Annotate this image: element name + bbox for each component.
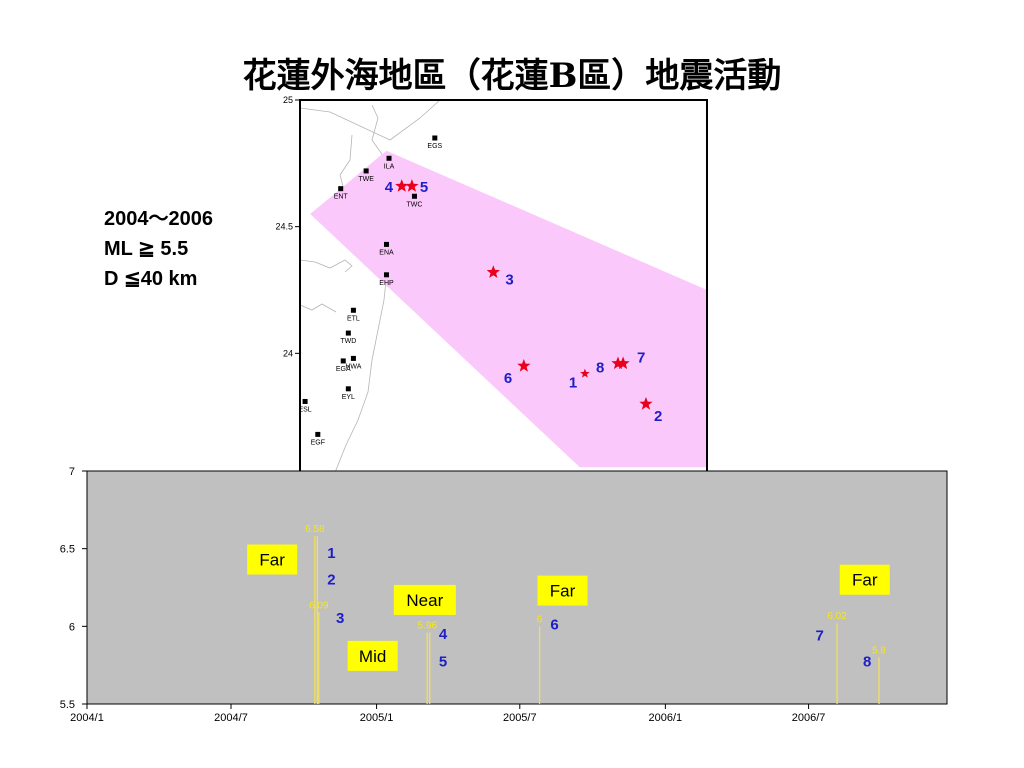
epicenter-star bbox=[486, 265, 500, 278]
station-marker bbox=[345, 386, 351, 392]
station-label: ETL bbox=[347, 315, 360, 322]
epicenter-star bbox=[405, 179, 419, 192]
station-marker bbox=[386, 155, 392, 161]
station-label: ILA bbox=[384, 163, 395, 170]
station-marker bbox=[432, 135, 438, 141]
selection-criteria: 2004～2006 ML ≧ 5.5 D ≦40 km bbox=[104, 204, 213, 294]
station-marker bbox=[345, 330, 351, 336]
slide-title: 花蓮外海地區（花蓮B區）地震活動 bbox=[242, 56, 782, 96]
epicenter-label: 2 bbox=[654, 408, 662, 425]
criteria-magnitude: ML ≧ 5.5 bbox=[104, 238, 189, 260]
station-marker bbox=[350, 355, 356, 361]
epicenter-star bbox=[517, 359, 531, 372]
epicenter-label: 3 bbox=[505, 271, 513, 288]
map-x-tick-label: 122 bbox=[445, 487, 460, 497]
epicenter-label: 7 bbox=[637, 349, 645, 366]
map-y-tick-label: 24 bbox=[283, 348, 293, 358]
station-marker bbox=[383, 272, 389, 278]
criteria-period: 2004～2006 bbox=[104, 208, 213, 230]
map-x-tick-label: 122.5 bbox=[569, 487, 592, 497]
epicenter-label: 1 bbox=[569, 375, 577, 392]
epicenter-star bbox=[611, 356, 625, 370]
station-label: EGA bbox=[336, 366, 351, 373]
epicenter-star bbox=[639, 397, 653, 410]
station-label: EHP bbox=[379, 280, 394, 287]
epicenter-star bbox=[395, 179, 409, 192]
station-marker bbox=[338, 186, 344, 192]
station-label: ESL bbox=[298, 406, 311, 413]
station-marker bbox=[383, 241, 389, 247]
station-label: EGS bbox=[427, 143, 442, 150]
epicenter-star bbox=[580, 368, 590, 378]
station-label: HWA bbox=[345, 363, 361, 370]
map-y-tick-label: 24.5 bbox=[275, 222, 293, 232]
station-marker bbox=[302, 398, 308, 404]
station-label: TWE bbox=[358, 176, 374, 183]
station-label: ENT bbox=[334, 194, 349, 201]
station-label: ENA bbox=[379, 249, 394, 256]
map-y-tick-label: 23.5 bbox=[275, 475, 293, 485]
criteria-depth: D ≦40 km bbox=[104, 268, 198, 290]
station-label: EYL bbox=[342, 394, 355, 401]
station-label: EGF bbox=[311, 439, 325, 446]
epicenter-star bbox=[616, 356, 630, 370]
map-y-tick-label: 25 bbox=[283, 95, 293, 105]
station-marker bbox=[350, 307, 356, 313]
map-x-tick-label: 123 bbox=[699, 487, 714, 497]
epicenter-label: 6 bbox=[504, 370, 512, 387]
epicenter-label: 5 bbox=[420, 179, 428, 196]
station-marker bbox=[411, 193, 417, 199]
map-x-tick-label: 121.5 bbox=[314, 487, 337, 497]
station-label: TWC bbox=[406, 201, 422, 208]
station-label: TWD bbox=[340, 338, 356, 345]
station-marker bbox=[315, 431, 321, 437]
station-marker bbox=[363, 168, 369, 174]
station-marker bbox=[340, 358, 346, 364]
study-region bbox=[310, 150, 707, 468]
epicenter-label: 8 bbox=[596, 359, 604, 376]
epicenter-label: 4 bbox=[385, 179, 394, 196]
